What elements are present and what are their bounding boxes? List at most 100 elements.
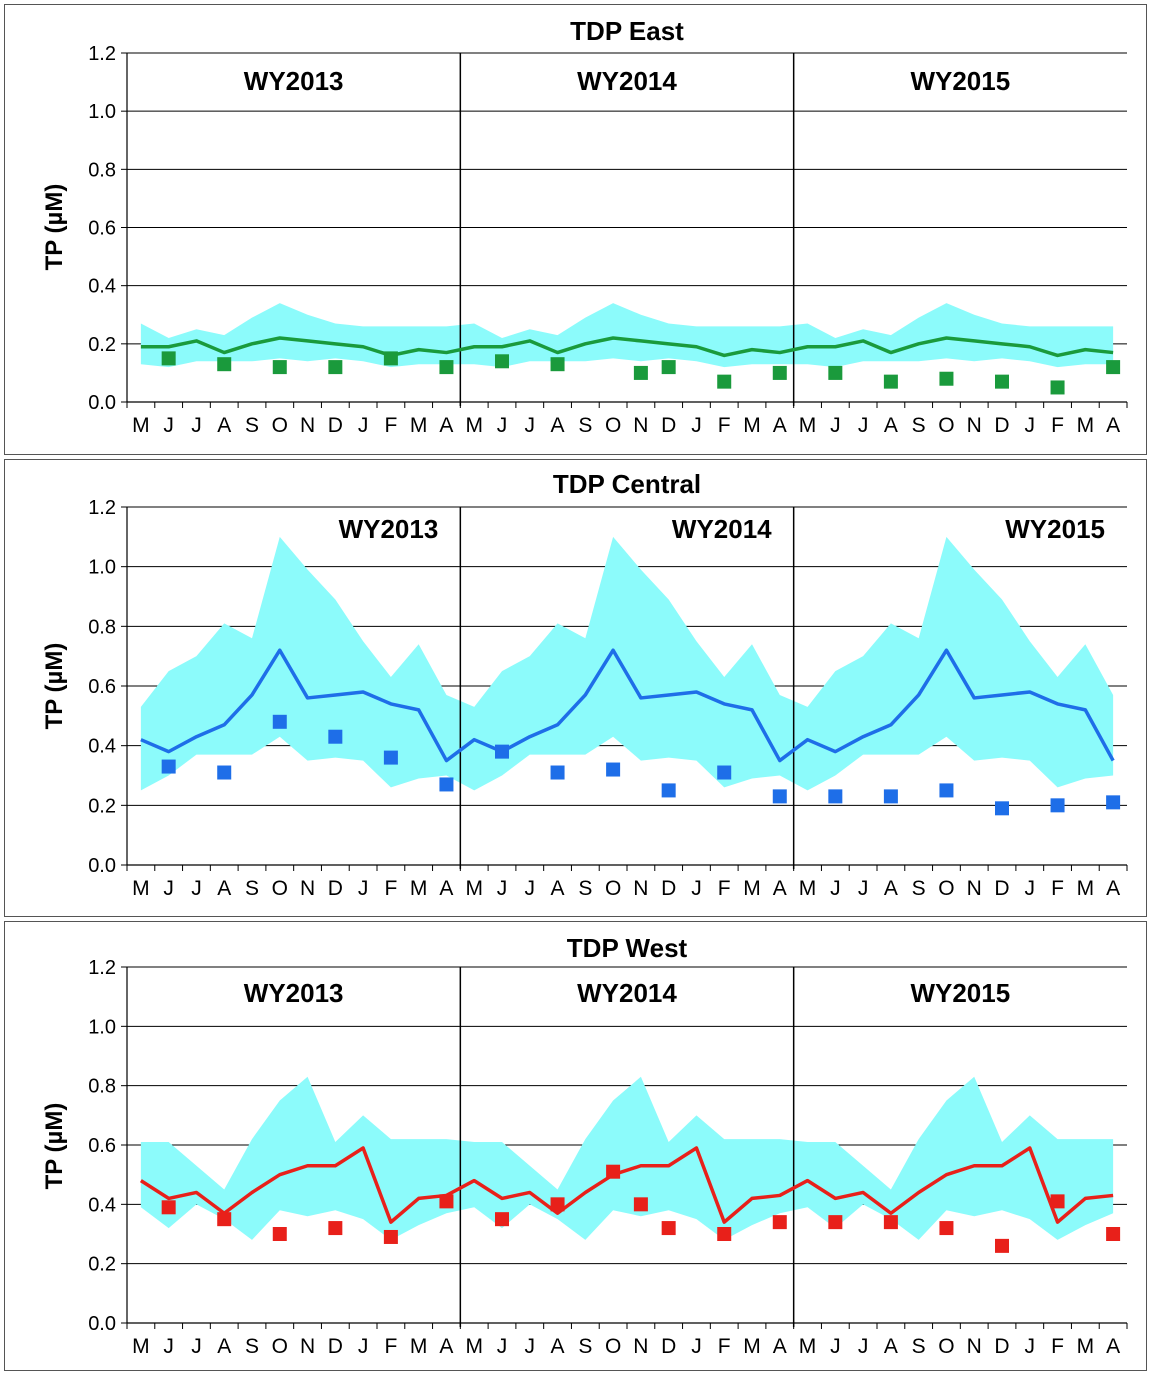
x-tick-label: O: [938, 1335, 954, 1358]
x-tick-label: J: [497, 414, 508, 437]
observation-marker: [939, 371, 954, 386]
x-tick-label: J: [163, 1335, 174, 1358]
observation-marker: [995, 801, 1009, 816]
observation-marker: [495, 354, 509, 369]
x-tick-label: S: [578, 877, 592, 900]
x-tick-label: J: [1025, 877, 1036, 900]
observation-marker: [939, 1221, 954, 1236]
observation-marker: [439, 360, 454, 375]
y-tick-label: 0.8: [88, 159, 116, 181]
y-tick-label: 0.6: [88, 1135, 116, 1157]
x-tick-label: A: [551, 877, 565, 900]
observation-marker: [661, 360, 676, 375]
x-tick-label: F: [1051, 877, 1064, 900]
observation-marker: [383, 1229, 398, 1244]
y-tick-label: 1.2: [88, 43, 116, 65]
y-tick-label: 1.2: [88, 957, 116, 979]
observation-marker: [328, 360, 343, 375]
y-tick-label: 0.4: [88, 736, 116, 758]
x-tick-label: D: [328, 1335, 343, 1358]
x-tick-label: F: [1051, 414, 1064, 437]
x-tick-label: O: [272, 414, 288, 437]
x-tick-label: M: [132, 1335, 150, 1358]
x-tick-label: M: [743, 1335, 761, 1358]
x-tick-label: A: [773, 414, 787, 437]
observation-marker: [161, 1200, 176, 1215]
x-tick-label: M: [1077, 1335, 1095, 1358]
observation-marker: [828, 365, 843, 380]
observation-marker: [772, 365, 787, 380]
observation-marker: [717, 1227, 732, 1241]
x-tick-label: J: [1025, 1335, 1036, 1358]
x-tick-label: J: [691, 877, 702, 900]
x-tick-label: N: [633, 414, 648, 437]
x-tick-label: J: [858, 414, 869, 437]
observation-marker: [495, 744, 509, 759]
water-year-label: WY2013: [244, 66, 344, 96]
observation-marker: [939, 783, 954, 798]
x-tick-label: M: [743, 877, 761, 900]
observation-marker: [1106, 795, 1121, 810]
x-tick-label: M: [743, 414, 761, 437]
observation-marker: [1050, 380, 1065, 395]
observation-marker: [439, 1194, 454, 1209]
x-tick-label: M: [465, 1335, 483, 1358]
observation-marker: [217, 357, 232, 372]
x-tick-label: M: [1077, 877, 1095, 900]
x-tick-label: F: [384, 877, 397, 900]
x-tick-label: F: [718, 414, 731, 437]
y-axis-label: TP (µM): [41, 643, 68, 730]
x-tick-label: O: [605, 1335, 621, 1358]
water-year-label: WY2014: [577, 978, 677, 1008]
x-tick-label: F: [384, 1335, 397, 1358]
x-tick-label: N: [300, 877, 315, 900]
range-band: [140, 536, 1114, 791]
x-tick-label: S: [245, 877, 259, 900]
water-year-label: WY2015: [910, 66, 1010, 96]
x-tick-label: A: [773, 1335, 787, 1358]
x-tick-label: D: [661, 1335, 676, 1358]
observation-marker: [495, 1212, 509, 1227]
x-tick-label: J: [525, 877, 536, 900]
range-band: [140, 303, 1114, 368]
x-tick-label: O: [605, 414, 621, 437]
y-tick-label: 0.8: [88, 616, 116, 638]
observation-marker: [606, 762, 621, 777]
x-tick-label: A: [217, 1335, 231, 1358]
x-tick-label: F: [718, 1335, 731, 1358]
x-tick-label: A: [217, 877, 231, 900]
x-tick-label: J: [691, 1335, 702, 1358]
observation-marker: [883, 1215, 898, 1230]
y-tick-label: 0.8: [88, 1076, 116, 1098]
x-tick-label: D: [994, 877, 1009, 900]
x-tick-label: J: [191, 877, 202, 900]
x-tick-label: M: [799, 414, 817, 437]
x-tick-label: S: [912, 1335, 926, 1358]
x-tick-label: O: [272, 877, 288, 900]
observation-marker: [328, 1221, 343, 1236]
x-tick-label: S: [245, 414, 259, 437]
observation-marker: [272, 714, 287, 729]
x-tick-label: J: [358, 414, 369, 437]
x-tick-label: N: [633, 877, 648, 900]
x-tick-label: J: [163, 877, 174, 900]
x-tick-label: A: [551, 414, 565, 437]
x-tick-label: A: [439, 1335, 453, 1358]
x-tick-label: J: [497, 877, 508, 900]
water-year-label: WY2013: [339, 514, 439, 544]
x-tick-label: N: [300, 1335, 315, 1358]
x-tick-label: J: [691, 414, 702, 437]
observation-marker: [1050, 798, 1065, 813]
observation-marker: [828, 789, 843, 804]
observation-marker: [550, 1197, 565, 1212]
tdp-central-panel: TDP Central 0.0 0.2 0.4 0.6 0.8 1.0 1.2 M J J A S O N D…: [4, 459, 1147, 917]
y-tick-label: 0.4: [88, 1194, 116, 1216]
observation-marker: [717, 765, 732, 780]
y-tick-label: 0.2: [88, 1254, 116, 1276]
chart-title: TDP West: [567, 933, 688, 963]
chart-title: TDP Central: [553, 469, 701, 499]
x-tick-label: M: [410, 877, 428, 900]
x-tick-label: A: [1106, 414, 1120, 437]
